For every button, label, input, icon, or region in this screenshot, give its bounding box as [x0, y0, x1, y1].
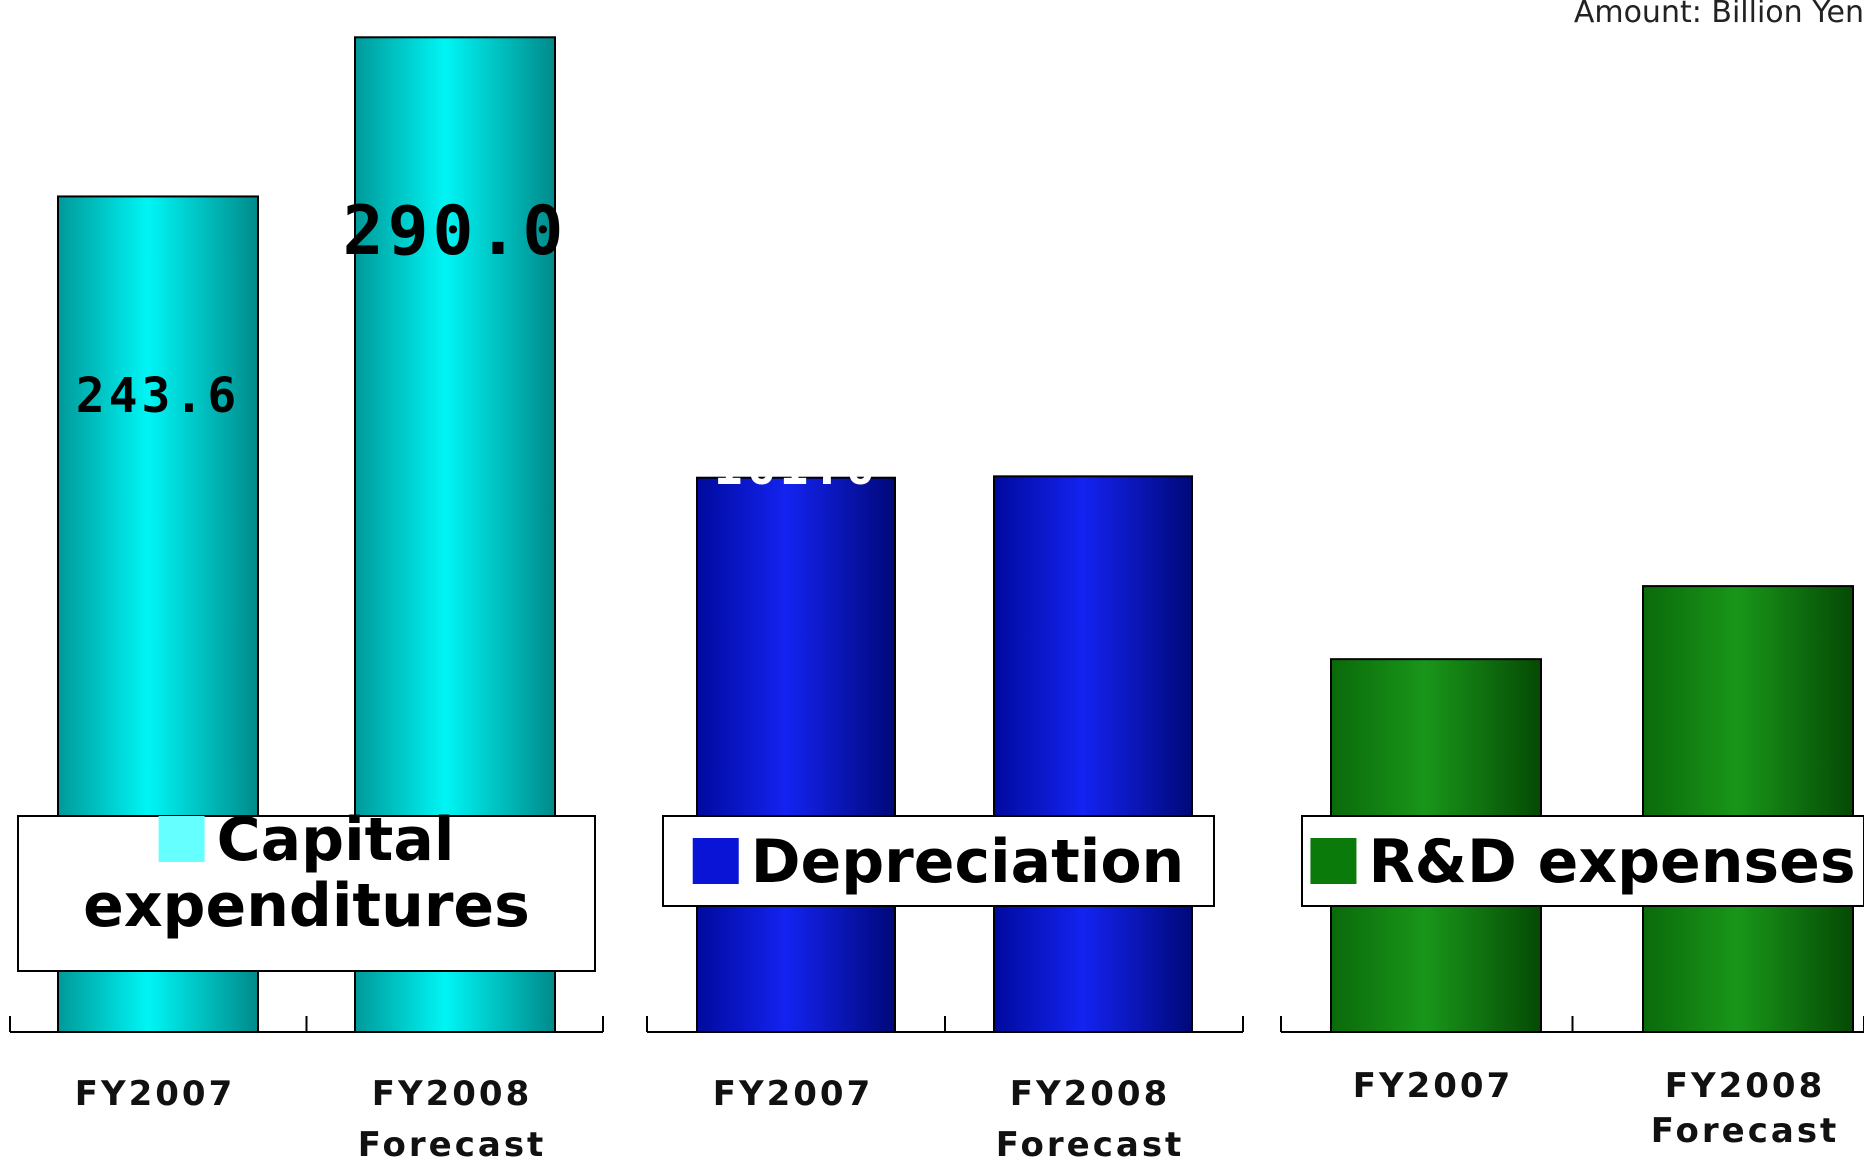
bar-2	[993, 475, 1193, 1033]
tick-label: Forecast	[358, 1125, 547, 1161]
unit-note: Amount: Billion Yen	[1574, 0, 1864, 30]
legend-box	[662, 815, 1215, 907]
legend-label: Depreciation	[751, 827, 1185, 897]
value-label: 290.0	[343, 192, 568, 271]
value-label: 130.0	[1642, 418, 1855, 492]
panel-2: 161.6 162.0 FY2007 FY2008 Forecast Depreciati…	[646, 348, 1244, 1161]
legend-box	[17, 815, 596, 972]
value-label: 108.7	[1354, 534, 1519, 590]
bar-1	[696, 476, 896, 1034]
panel-1: 243.6 290.0 FY2007 FY2008 Forecast Capitalexp…	[9, 36, 604, 1161]
legend-box	[1301, 815, 1864, 907]
tick-label: FY2007	[1353, 1066, 1513, 1106]
legend-swatch	[692, 838, 739, 884]
bar-2	[1642, 585, 1854, 1033]
value-label: 162.0	[981, 348, 1206, 427]
tick-label: FY2007	[713, 1074, 873, 1114]
tick-label: FY2008	[372, 1074, 532, 1114]
panel-3: 108.7 130.0 FY2007 FY2008 Forecast R&D expens…	[1280, 418, 1864, 1151]
value-label: 243.6	[76, 368, 241, 424]
legend-label: R&D expenses	[1368, 827, 1855, 897]
legend: Depreciation	[662, 815, 1215, 907]
legend-swatch	[1310, 838, 1357, 884]
legend-label: expenditures	[83, 871, 530, 941]
legend-label: Capital	[217, 805, 455, 875]
tick-label: FY2008	[1665, 1066, 1825, 1106]
tick-label: FY2007	[75, 1074, 235, 1114]
tick-label: Forecast	[1651, 1111, 1840, 1151]
legend: R&D expenses	[1301, 815, 1864, 907]
value-label: 161.6	[714, 440, 879, 496]
legend-swatch	[158, 816, 205, 862]
tick-label: FY2008	[1010, 1074, 1170, 1114]
tick-label: Forecast	[996, 1125, 1185, 1161]
